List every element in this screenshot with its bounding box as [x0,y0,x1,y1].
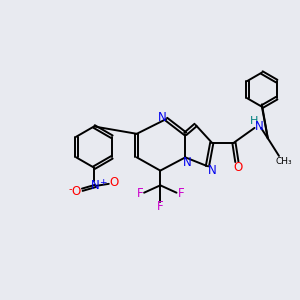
Text: N: N [91,179,100,192]
Text: -: - [69,184,72,194]
Text: +: + [99,178,106,188]
Text: F: F [178,187,184,200]
Text: N: N [255,120,263,133]
Text: H: H [250,116,258,126]
Text: F: F [136,187,143,200]
Text: N: N [208,164,216,177]
Text: N: N [158,111,166,124]
Text: O: O [71,185,80,198]
Text: O: O [234,161,243,174]
Text: O: O [110,176,119,190]
Text: N: N [182,156,191,169]
Text: CH₃: CH₃ [276,157,292,166]
Text: F: F [157,200,164,213]
